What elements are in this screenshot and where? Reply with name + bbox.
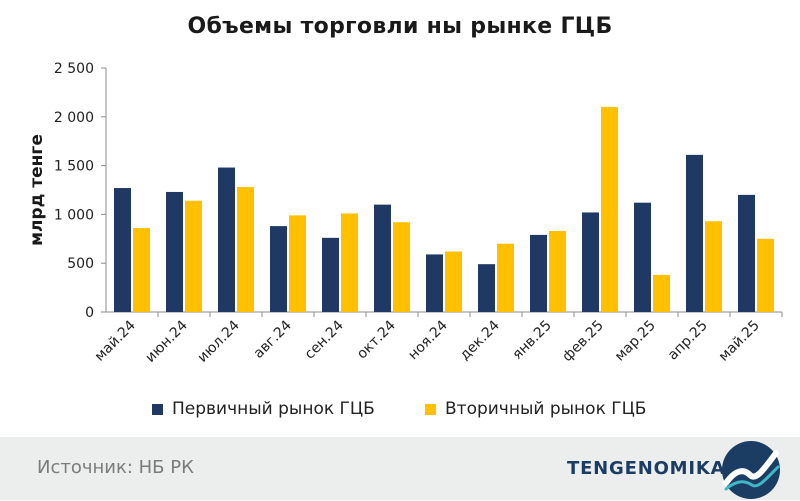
bar-secondary-0 [133, 228, 150, 312]
x-tick-label: мар.25 [612, 318, 659, 365]
bar-secondary-2 [237, 187, 254, 312]
bar-primary-3 [270, 226, 287, 312]
y-tick-label: 1 500 [54, 159, 94, 175]
y-tick-label: 1 000 [54, 207, 94, 223]
x-tick-label: июл.24 [195, 317, 243, 365]
bar-secondary-6 [445, 251, 462, 312]
x-tick-label: дек.24 [457, 317, 503, 363]
chart-title: Объемы торговли ны рынке ГЦБ [187, 14, 613, 39]
bar-secondary-10 [653, 274, 670, 312]
bar-primary-12 [738, 194, 755, 312]
bar-secondary-7 [497, 243, 514, 312]
x-tick-label: сен.24 [302, 317, 347, 362]
bar-primary-11 [686, 154, 703, 312]
source-note: Источник: НБ РК [37, 457, 194, 478]
bar-primary-10 [634, 202, 651, 312]
bar-primary-5 [374, 204, 391, 312]
bar-primary-7 [478, 264, 495, 312]
x-tick-label: май.25 [716, 318, 763, 365]
y-tick-label: 2 500 [54, 61, 94, 77]
bar-primary-6 [426, 254, 443, 312]
footer-bar: Источник: НБ РК TENGENOMIKA [0, 437, 800, 500]
bar-primary-1 [166, 191, 183, 312]
y-tick-label: 500 [67, 256, 94, 272]
bar-primary-2 [218, 167, 235, 312]
bar-secondary-3 [289, 215, 306, 312]
x-tick-label: авг.24 [251, 317, 295, 361]
bar-primary-8 [530, 234, 547, 312]
bar-secondary-5 [393, 222, 410, 312]
bar-secondary-8 [549, 230, 566, 312]
bar-secondary-12 [757, 238, 774, 312]
x-tick-label: апр.25 [665, 318, 711, 364]
x-tick-label: окт.24 [354, 317, 399, 362]
x-tick-label: янв.25 [510, 318, 555, 363]
legend-swatch-primary [152, 403, 163, 415]
legend-item-secondary: Вторичный рынок ГЦБ [425, 399, 646, 419]
x-tick-label: май.24 [92, 317, 139, 364]
chart-legend: Первичный рынок ГЦБ Вторичный рынок ГЦБ [0, 399, 800, 423]
bar-secondary-4 [341, 213, 358, 312]
x-tick-label: ноя.24 [405, 317, 451, 363]
legend-swatch-secondary [425, 403, 436, 415]
legend-label-secondary: Вторичный рынок ГЦБ [445, 399, 647, 419]
bar-secondary-11 [705, 221, 722, 312]
legend-label-primary: Первичный рынок ГЦБ [172, 399, 375, 419]
bar-chart: 0 500 1 000 1 500 2 000 2 500 млрд тенге май.24… [27, 61, 783, 366]
y-axis-title: млрд тенге [27, 134, 47, 246]
y-tick-label: 0 [85, 305, 94, 321]
brand-name: TENGENOMIKA [567, 458, 726, 479]
x-tick-label: фев.25 [559, 318, 606, 365]
legend-item-primary: Первичный рынок ГЦБ [152, 399, 375, 419]
bar-primary-9 [582, 212, 599, 312]
x-tick-label: июн.24 [143, 317, 191, 365]
bar-primary-0 [114, 188, 131, 312]
tengenomika-logo-icon [722, 441, 780, 499]
bar-primary-4 [322, 237, 339, 312]
bar-secondary-1 [185, 200, 202, 312]
bar-secondary-9 [601, 107, 618, 312]
y-tick-label: 2 000 [54, 110, 94, 126]
